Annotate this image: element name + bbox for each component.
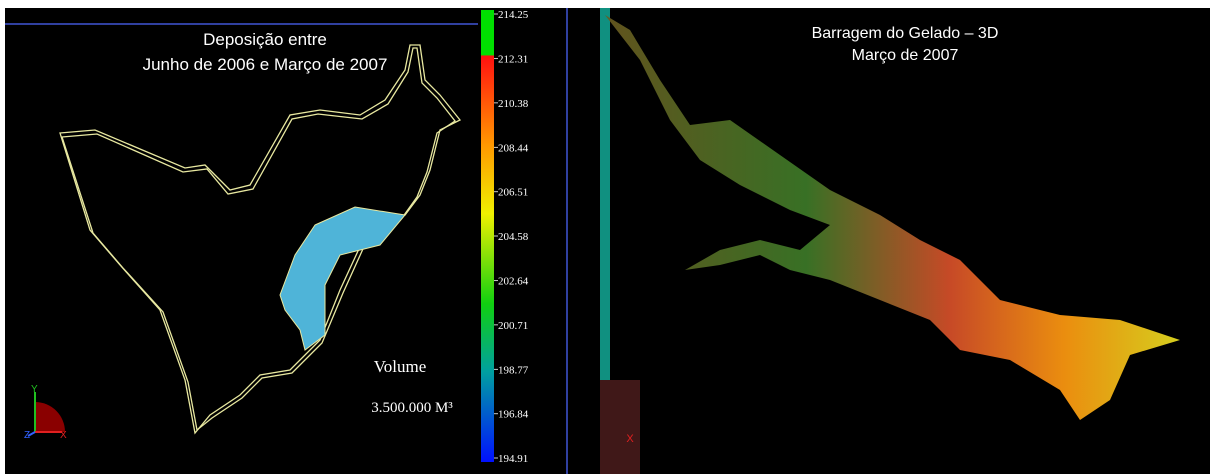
tick-label: 202.64: [498, 276, 529, 288]
tick-label: 208.44: [498, 142, 529, 154]
axis-label: X: [60, 430, 67, 441]
left-title: Junho de 2006 e Março de 2007: [143, 55, 388, 74]
axis-label: Y: [31, 384, 38, 395]
tick-label: 212.31: [498, 54, 528, 66]
volume-label: Volume: [374, 357, 427, 376]
tick-label: 198.77: [498, 364, 529, 376]
screenshot: Deposição entre Junho de 2006 e Março de…: [0, 0, 1210, 474]
left-margin: [0, 8, 5, 474]
wall: [600, 8, 610, 408]
volume-value: 3.500.000 M³: [371, 400, 453, 416]
color-scale: [481, 10, 494, 462]
tick-label: 214.25: [498, 9, 529, 21]
tick-label: 194.91: [498, 453, 528, 465]
tick-label: 196.84: [498, 409, 529, 421]
left-title: Deposição entre: [203, 30, 327, 49]
tick-label: 200.71: [498, 320, 528, 332]
right-title: Março de 2007: [852, 47, 959, 64]
tick-label: 210.38: [498, 98, 529, 110]
axis-label: X: [626, 433, 634, 445]
tick-label: 206.51: [498, 187, 528, 199]
wall: [600, 380, 640, 474]
axis-label: Z: [24, 430, 30, 441]
tick-label: 204.58: [498, 231, 529, 243]
right-title: Barragem do Gelado – 3D: [812, 25, 999, 42]
